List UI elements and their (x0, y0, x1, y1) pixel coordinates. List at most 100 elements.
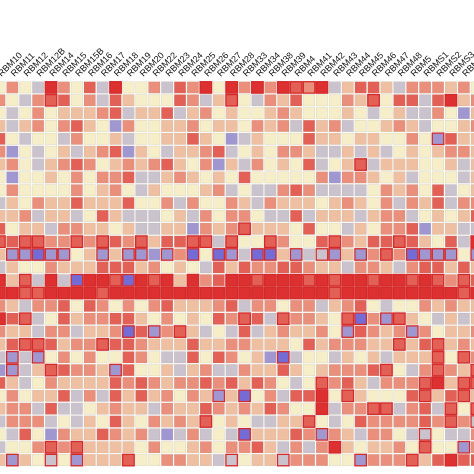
heatmap-cell-highlighted (109, 273, 122, 287)
heatmap-cell (470, 107, 474, 120)
heatmap-cell (135, 402, 148, 415)
heatmap-cell (32, 94, 45, 107)
heatmap-cell (109, 107, 122, 120)
heatmap-cell (406, 209, 419, 222)
heatmap-cell (135, 364, 148, 377)
heatmap-cell (406, 364, 419, 377)
heatmap-cell-highlighted (367, 93, 380, 107)
heatmap-cell (45, 158, 57, 171)
heatmap-cell (470, 325, 474, 338)
heatmap-cell (251, 299, 264, 312)
heatmap-cell (264, 132, 277, 145)
heatmap-cell (238, 299, 251, 312)
heatmap-cell (19, 158, 32, 171)
heatmap-cell (212, 377, 225, 389)
heatmap-cell (174, 441, 187, 454)
heatmap-cell (174, 389, 187, 402)
heatmap-cell (470, 158, 474, 171)
heatmap-cell (19, 454, 32, 467)
heatmap-cell (96, 415, 109, 428)
heatmap-cell (186, 222, 199, 235)
heatmap-cell (303, 209, 315, 222)
heatmap-cell (406, 184, 419, 197)
heatmap-cell-highlighted (238, 286, 251, 300)
heatmap-cell (96, 132, 109, 145)
heatmap-cell (0, 132, 6, 145)
heatmap-cell-highlighted (212, 286, 226, 300)
heatmap-cell (393, 145, 406, 158)
heatmap-cell (264, 145, 277, 158)
heatmap-cell (238, 351, 251, 364)
heatmap-cell (6, 158, 19, 171)
heatmap-cell (316, 312, 328, 325)
heatmap-cell (251, 171, 264, 184)
heatmap-cell (238, 248, 251, 261)
heatmap-cell (290, 441, 303, 454)
heatmap-cell-highlighted (315, 376, 329, 390)
heatmap-cell (367, 132, 380, 145)
heatmap-cell (445, 235, 457, 248)
heatmap-cell (341, 351, 354, 364)
heatmap-cell (328, 222, 341, 235)
heatmap-cell (393, 171, 406, 184)
heatmap-cell (457, 184, 470, 197)
heatmap-cell (251, 312, 264, 325)
heatmap-cell (0, 120, 6, 132)
heatmap-cell (45, 235, 57, 248)
heatmap-cell (83, 377, 96, 389)
heatmap-cell (380, 441, 393, 454)
heatmap-cell (393, 325, 406, 338)
heatmap-cell (393, 81, 406, 94)
heatmap-cell (212, 312, 225, 325)
heatmap-cell-highlighted (44, 81, 58, 94)
heatmap-cell (303, 261, 315, 274)
heatmap-cell (264, 428, 277, 441)
heatmap-cell (45, 222, 57, 235)
heatmap-cell (96, 364, 109, 377)
heatmap-cell (148, 132, 161, 145)
heatmap-cell-highlighted (315, 286, 329, 300)
heatmap-cell (83, 248, 96, 261)
heatmap-cell (96, 158, 109, 171)
heatmap-cell (406, 338, 419, 351)
heatmap-cell (0, 94, 6, 107)
heatmap-cell (328, 184, 341, 197)
heatmap-cell (148, 428, 161, 441)
heatmap-cell (199, 248, 212, 261)
heatmap-cell (328, 364, 341, 377)
heatmap-cell (328, 81, 341, 94)
heatmap-cell (122, 171, 135, 184)
heatmap-cell (70, 299, 83, 312)
heatmap-cell (135, 261, 148, 274)
heatmap-cell (341, 402, 354, 415)
heatmap-cell-highlighted (431, 132, 445, 146)
heatmap-cell (161, 145, 174, 158)
heatmap-cell-highlighted (44, 453, 58, 467)
heatmap-cell (341, 364, 354, 377)
heatmap-cell (341, 107, 354, 120)
heatmap-cell (341, 158, 354, 171)
heatmap-cell (32, 81, 45, 94)
heatmap-cell (328, 312, 341, 325)
heatmap-cell (148, 454, 161, 467)
heatmap-cell (290, 107, 303, 120)
heatmap-cell (380, 261, 393, 274)
heatmap-cell-highlighted (225, 235, 239, 248)
heatmap-cell (161, 377, 174, 389)
heatmap-cell (174, 351, 187, 364)
heatmap-cell (19, 81, 32, 94)
heatmap-cell-highlighted (431, 376, 445, 390)
heatmap-cell (419, 197, 432, 210)
heatmap-cell-highlighted (31, 350, 45, 364)
heatmap-cell (328, 120, 341, 132)
heatmap-cell (432, 184, 444, 197)
heatmap-cell-highlighted (315, 427, 329, 441)
heatmap-cell (445, 184, 457, 197)
heatmap-cell (432, 171, 444, 184)
heatmap-cell (70, 428, 83, 441)
heatmap-cell (186, 261, 199, 274)
heatmap-cell (174, 197, 187, 210)
heatmap-cell-highlighted (134, 286, 148, 300)
heatmap-cell (457, 209, 470, 222)
heatmap-cell (174, 312, 187, 325)
